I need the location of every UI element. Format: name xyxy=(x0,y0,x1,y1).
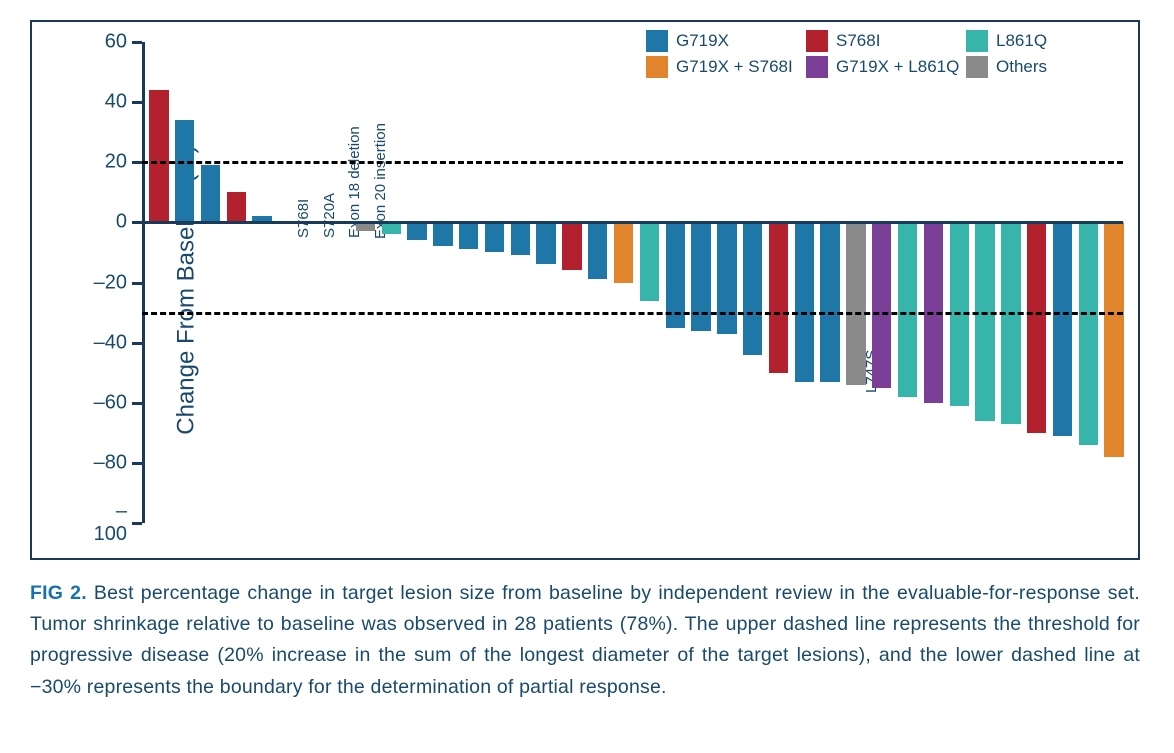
bar xyxy=(975,222,994,420)
y-tick-label: –100 xyxy=(87,500,127,546)
bar xyxy=(1027,222,1046,432)
bar xyxy=(1104,222,1123,456)
bar xyxy=(459,222,478,249)
bar xyxy=(769,222,788,372)
y-tick-label: 40 xyxy=(87,91,127,114)
y-tick xyxy=(132,402,142,405)
y-tick xyxy=(132,522,142,525)
y-tick-label: 0 xyxy=(87,211,127,234)
bar xyxy=(614,222,633,282)
bar xyxy=(201,165,220,222)
y-tick-label: –60 xyxy=(87,391,127,414)
bar xyxy=(407,222,426,240)
bars-group: S768IS720AExon 18 deletionExon 20 insert… xyxy=(142,42,1123,523)
figure-caption-text: Best percentage change in target lesion … xyxy=(30,582,1140,698)
figure-label: FIG 2. xyxy=(30,582,87,604)
y-tick-label: –40 xyxy=(87,331,127,354)
bar xyxy=(511,222,530,255)
y-tick xyxy=(132,462,142,465)
y-tick-label: 60 xyxy=(87,31,127,54)
bar xyxy=(433,222,452,246)
chart-frame: G719XS768IL861QG719X + S768IG719X + L861… xyxy=(30,20,1140,560)
bar xyxy=(640,222,659,300)
bar xyxy=(149,90,168,222)
y-tick-label: –80 xyxy=(87,451,127,474)
reference-line xyxy=(142,312,1123,315)
bar xyxy=(175,120,194,222)
bar xyxy=(820,222,839,381)
y-tick-label: 20 xyxy=(87,151,127,174)
bar xyxy=(485,222,504,252)
bar xyxy=(795,222,814,381)
bar xyxy=(588,222,607,279)
bar xyxy=(872,222,891,387)
figure-container: G719XS768IL861QG719X + S768IG719X + L861… xyxy=(0,0,1174,753)
reference-line xyxy=(142,161,1123,164)
bar xyxy=(898,222,917,396)
bar xyxy=(562,222,581,270)
bar xyxy=(1001,222,1020,423)
y-tick xyxy=(132,41,142,44)
y-tick-label: –20 xyxy=(87,271,127,294)
y-tick xyxy=(132,342,142,345)
bar xyxy=(1079,222,1098,444)
y-tick xyxy=(132,161,142,164)
bar-annotation: S768I xyxy=(295,199,312,238)
plot-area: S768IS720AExon 18 deletionExon 20 insert… xyxy=(142,42,1123,523)
figure-caption: FIG 2. Best percentage change in target … xyxy=(30,578,1140,703)
bar xyxy=(717,222,736,333)
bar-annotation: S720A xyxy=(321,193,338,238)
bar xyxy=(227,192,246,222)
bar xyxy=(536,222,555,264)
y-tick xyxy=(132,101,142,104)
x-axis-line xyxy=(142,221,1123,224)
bar xyxy=(1053,222,1072,435)
bar xyxy=(743,222,762,354)
y-tick xyxy=(132,221,142,224)
y-tick xyxy=(132,282,142,285)
